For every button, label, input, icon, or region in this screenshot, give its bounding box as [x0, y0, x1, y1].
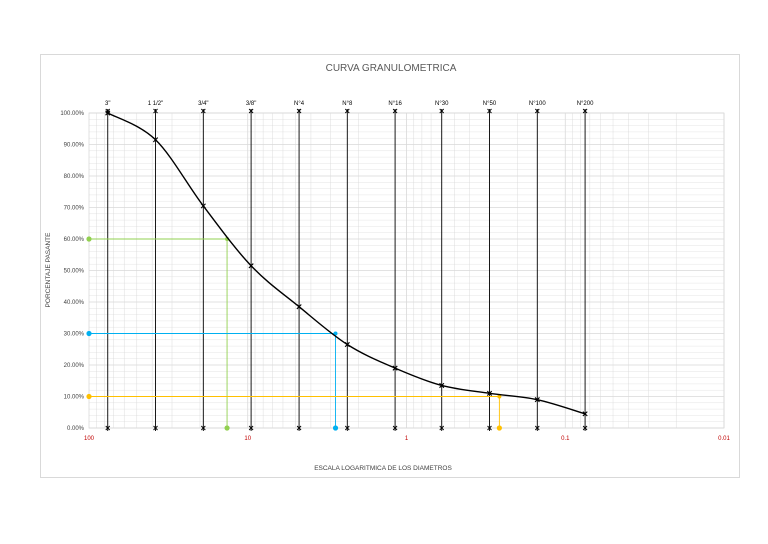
sieve-label: N°4: [294, 101, 305, 107]
y-tick-label: 80.00%: [64, 174, 85, 180]
sieve-label: 3/8": [246, 101, 256, 107]
axes: 0.00% 10.00% 20.00% 30.00% 40.00% 50.00% 60.00…: [60, 111, 730, 442]
y-tick-label: 50.00%: [64, 269, 85, 275]
y-tick-label: 0.00%: [67, 426, 85, 432]
sieve-tick-mark: [439, 425, 445, 431]
sieve-tick-mark: [153, 108, 158, 114]
chart-frame: 3" 1 1/2" 3/4" 3/8" N°4 N°8 N°16 N°30 N°50 N°100 N…: [40, 54, 740, 478]
y-tick-label: 40.00%: [64, 300, 85, 306]
sieve-tick-mark: [439, 108, 445, 114]
sieve-label: N°16: [388, 101, 402, 107]
chart-svg: 3" 1 1/2" 3/4" 3/8" N°4 N°8 N°16 N°30 N°50 N°100 N…: [45, 63, 730, 472]
ref-marker-axis-y: [86, 236, 92, 242]
x-tick-label: 0.01: [718, 436, 730, 442]
y-tick-label: 10.00%: [64, 395, 85, 401]
sieve-lines: 3" 1 1/2" 3/4" 3/8" N°4 N°8 N°16 N°30 N°50 N°100 N…: [105, 101, 594, 431]
sieve-tick-mark: [296, 108, 302, 114]
sieve-tick-mark: [248, 425, 254, 431]
data-point: [152, 137, 159, 143]
sieve-label: N°30: [435, 101, 449, 107]
sieve-tick-mark: [582, 108, 588, 114]
data-point: [105, 110, 111, 116]
data-point: [439, 382, 445, 389]
y-axis-label: PORCENTAJE PASANTE: [45, 232, 52, 308]
sieve-label: 3/4": [198, 101, 208, 107]
x-tick-label: 0.1: [561, 436, 570, 442]
grid: [88, 112, 725, 429]
data-point: [534, 397, 540, 403]
x-tick-label: 1: [405, 436, 409, 442]
reference-lines: [86, 236, 502, 431]
sieve-tick-mark: [344, 108, 350, 114]
y-tick-label: 60.00%: [64, 237, 85, 243]
sieve-tick-mark: [344, 425, 350, 431]
sieve-tick-mark: [534, 108, 540, 114]
sieve-tick-mark: [487, 425, 492, 431]
y-tick-label: 100.00%: [60, 111, 84, 117]
sieve-tick-mark: [392, 425, 398, 431]
sieve-tick-mark: [534, 425, 540, 431]
sieve-tick-mark: [153, 425, 158, 431]
ref-marker-axis-x: [496, 425, 502, 431]
data-point: [392, 365, 398, 371]
sieve-tick-mark: [487, 108, 492, 114]
data-point: [486, 390, 493, 396]
sieve-tick-mark: [582, 425, 588, 431]
sieve-label: N°8: [342, 101, 353, 107]
series: [105, 110, 588, 417]
ref-marker-axis-y: [86, 393, 92, 400]
sieve-label: N°50: [483, 101, 497, 107]
x-tick-label: 10: [244, 436, 251, 442]
ref-marker-axis-y: [86, 330, 92, 337]
data-point: [200, 203, 206, 209]
ref-marker-curve: [497, 394, 502, 399]
sieve-tick-mark: [200, 108, 206, 114]
y-tick-label: 90.00%: [64, 143, 85, 149]
chart-title: CURVA GRANULOMETRICA: [326, 63, 457, 74]
data-point: [296, 304, 302, 310]
sieve-label: 1 1/2": [148, 101, 163, 107]
ref-marker-axis-x: [332, 425, 339, 431]
sieve-label: N°200: [577, 101, 594, 107]
grading-curve: [107, 112, 586, 415]
y-tick-label: 30.00%: [64, 332, 85, 338]
sieve-tick-mark: [296, 425, 302, 431]
sieve-tick-mark: [248, 108, 254, 114]
ref-marker-axis-x: [224, 425, 230, 431]
data-point: [582, 411, 588, 417]
sieve-label: 3": [105, 101, 110, 107]
data-point: [344, 341, 350, 348]
x-tick-label: 100: [84, 436, 95, 442]
sieve-tick-mark: [200, 425, 206, 431]
sieve-tick-mark: [392, 108, 398, 114]
sieve-tick-mark: [105, 425, 111, 431]
ref-marker-curve: [333, 331, 338, 336]
x-axis-label: ESCALA LOGARITMICA DE LOS DIAMETROS: [314, 465, 452, 472]
y-tick-label: 70.00%: [64, 206, 85, 212]
data-point: [248, 263, 254, 269]
y-tick-label: 20.00%: [64, 363, 85, 369]
sieve-label: N°100: [529, 101, 546, 107]
